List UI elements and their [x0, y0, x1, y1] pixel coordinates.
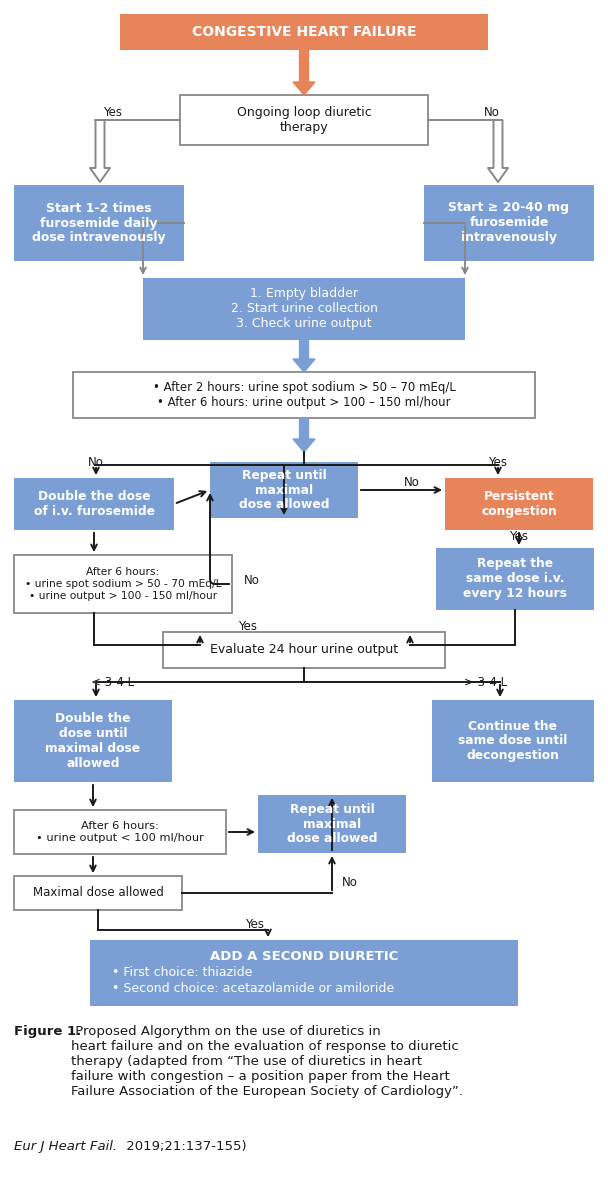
Text: No: No [342, 876, 358, 888]
FancyBboxPatch shape [445, 478, 593, 530]
Polygon shape [293, 340, 315, 372]
Text: Yes: Yes [103, 106, 122, 119]
Text: Repeat until
maximal
dose allowed: Repeat until maximal dose allowed [239, 468, 330, 511]
Text: Persistent
congestion: Persistent congestion [481, 490, 557, 518]
FancyBboxPatch shape [14, 185, 184, 260]
Text: Start ≥ 20-40 mg
furosemide
intravenously: Start ≥ 20-40 mg furosemide intravenousl… [449, 202, 570, 245]
Text: After 6 hours:
• urine output < 100 ml/hour: After 6 hours: • urine output < 100 ml/h… [36, 821, 204, 842]
Text: Maximal dose allowed: Maximal dose allowed [33, 887, 164, 900]
Text: > 3-4 L: > 3-4 L [465, 676, 508, 689]
Text: 1. Empty bladder
2. Start urine collection
3. Check urine output: 1. Empty bladder 2. Start urine collecti… [230, 288, 378, 330]
FancyBboxPatch shape [14, 554, 232, 613]
Text: Figure 1.: Figure 1. [14, 1025, 81, 1038]
Text: • Second choice: acetazolamide or amiloride: • Second choice: acetazolamide or amilor… [112, 982, 394, 995]
Text: Yes: Yes [510, 530, 528, 544]
FancyBboxPatch shape [210, 462, 358, 518]
FancyBboxPatch shape [90, 940, 518, 1006]
FancyBboxPatch shape [143, 278, 465, 340]
Text: 2019;21:137-155): 2019;21:137-155) [122, 1140, 247, 1153]
Text: • After 2 hours: urine spot sodium > 50 – 70 mEq/L
• After 6 hours: urine output: • After 2 hours: urine spot sodium > 50 … [153, 382, 455, 409]
FancyBboxPatch shape [14, 478, 174, 530]
Polygon shape [293, 50, 315, 95]
FancyBboxPatch shape [14, 700, 172, 782]
Text: < 3-4 L: < 3-4 L [91, 676, 134, 689]
Text: Ongoing loop diuretic
therapy: Ongoing loop diuretic therapy [237, 106, 371, 134]
FancyBboxPatch shape [120, 14, 488, 50]
Polygon shape [293, 418, 315, 452]
Text: Proposed Algorythm on the use of diuretics in
heart failure and on the evaluatio: Proposed Algorythm on the use of diureti… [71, 1025, 463, 1098]
Text: Continue the
same dose until
decongestion: Continue the same dose until decongestio… [458, 720, 568, 762]
Text: Repeat the
same dose i.v.
every 12 hours: Repeat the same dose i.v. every 12 hours [463, 558, 567, 600]
FancyBboxPatch shape [424, 185, 594, 260]
FancyBboxPatch shape [14, 876, 182, 910]
FancyBboxPatch shape [180, 95, 428, 145]
Text: No: No [484, 106, 500, 119]
FancyBboxPatch shape [14, 810, 226, 854]
Text: • First choice: thiazide: • First choice: thiazide [112, 966, 252, 978]
FancyBboxPatch shape [432, 700, 594, 782]
Text: ADD A SECOND DIURETIC: ADD A SECOND DIURETIC [210, 949, 398, 962]
FancyBboxPatch shape [163, 632, 445, 668]
Text: Eur J Heart Fail.: Eur J Heart Fail. [14, 1140, 117, 1153]
Text: Double the dose
of i.v. furosemide: Double the dose of i.v. furosemide [33, 490, 154, 518]
FancyBboxPatch shape [436, 548, 594, 610]
Text: Repeat until
maximal
dose allowed: Repeat until maximal dose allowed [287, 803, 377, 846]
Text: Start 1-2 times
furosemide daily
dose intravenously: Start 1-2 times furosemide daily dose in… [32, 202, 166, 245]
Text: Evaluate 24 hour urine output: Evaluate 24 hour urine output [210, 643, 398, 656]
Text: Yes: Yes [246, 918, 264, 931]
Text: No: No [88, 456, 104, 468]
Text: After 6 hours:
• urine spot sodium > 50 - 70 mEq/L
• urine output > 100 - 150 ml: After 6 hours: • urine spot sodium > 50 … [25, 568, 221, 600]
Text: Yes: Yes [488, 456, 508, 468]
Text: Yes: Yes [238, 620, 258, 634]
Text: CONGESTIVE HEART FAILURE: CONGESTIVE HEART FAILURE [192, 25, 416, 38]
Text: No: No [404, 476, 420, 490]
FancyBboxPatch shape [73, 372, 535, 418]
Text: No: No [244, 575, 260, 588]
Text: Double the
dose until
maximal dose
allowed: Double the dose until maximal dose allow… [46, 712, 140, 770]
FancyBboxPatch shape [258, 794, 406, 853]
